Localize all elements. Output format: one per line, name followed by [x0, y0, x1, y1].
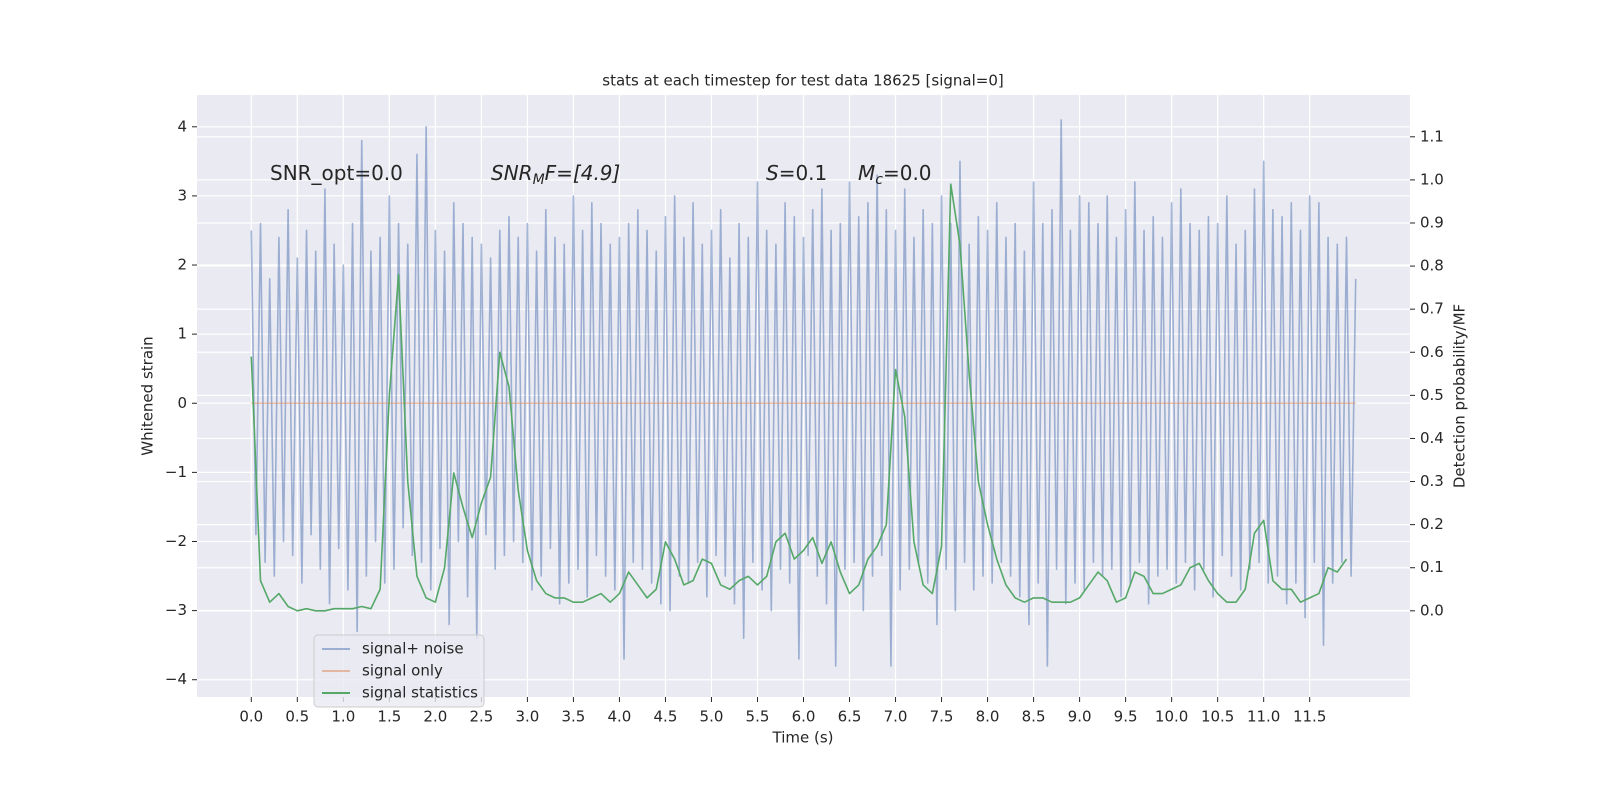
x-tick-label: 1.5: [377, 708, 401, 726]
x-tick-label: 3.0: [515, 708, 539, 726]
annotation-text: =0.0: [883, 161, 932, 185]
x-tick-label: 9.0: [1068, 708, 1092, 726]
y2-tick-label: 0.5: [1420, 386, 1444, 404]
legend-box: [313, 634, 485, 708]
y-tick-label: −2: [165, 532, 187, 550]
x-tick-label: 0.0: [239, 708, 263, 726]
annotation-subscript: c: [875, 172, 883, 188]
series-line: [250, 119, 1357, 667]
y2-tick-label: 0.8: [1420, 257, 1444, 275]
x-tick-label: 10.0: [1155, 708, 1188, 726]
annotation-subscript: M: [533, 172, 545, 188]
x-tick-label: 10.5: [1201, 708, 1234, 726]
x-tick-label: 9.5: [1114, 708, 1138, 726]
marks: [197, 119, 1410, 667]
y-tick-label: −3: [165, 601, 187, 619]
legend: signal+ noise signal only signal statistic…: [313, 634, 485, 708]
legend-label: signal statistics: [362, 684, 478, 702]
x-tick-label: 11.0: [1247, 708, 1280, 726]
chart-title: stats at each timestep for test data 186…: [602, 72, 1003, 90]
y-tick-label: 1: [177, 325, 187, 343]
y2-tick-label: 0.1: [1420, 558, 1444, 576]
y-tick-label: 3: [177, 186, 187, 204]
annotation: Mc=0.0: [858, 161, 932, 189]
x-axis-label: Time (s): [772, 729, 834, 747]
x-tick-label: 5.5: [746, 708, 770, 726]
x-tick-label: 2.0: [423, 708, 447, 726]
x-tick-label: 8.5: [1022, 708, 1046, 726]
annotation-text: S: [766, 161, 779, 185]
annotation-text: SNR_opt=0.0: [270, 161, 403, 185]
x-tick-label: 3.5: [561, 708, 585, 726]
y2-tick-label: 0.3: [1420, 472, 1444, 490]
series-line: [250, 183, 1348, 612]
y2-tick-label: 0.0: [1420, 601, 1444, 619]
y-axis-label: Whitened strain: [139, 336, 157, 455]
legend-label: signal+ noise: [362, 640, 464, 658]
y2-tick-label: 0.4: [1420, 429, 1444, 447]
annotation-text: =0.1: [779, 161, 828, 185]
x-tick-label: 1.0: [331, 708, 355, 726]
y-tick-label: −4: [165, 670, 187, 688]
x-tick-label: 7.0: [884, 708, 908, 726]
x-tick-label: 0.5: [285, 708, 309, 726]
annotation-text: M: [858, 161, 875, 185]
y2-tick-label: 1.0: [1420, 170, 1444, 188]
y-tick-label: −1: [165, 463, 187, 481]
ticks: 0.0 0.5 1.0 1.5 2.0 2.5 3.0 3.5 4.0 4.5 5.0 5.5 6.0 6…: [165, 117, 1444, 725]
annotation: SNR_opt=0.0: [270, 161, 403, 185]
x-tick-label: 11.5: [1293, 708, 1326, 726]
x-tick-label: 5.0: [700, 708, 724, 726]
x-tick-label: 7.5: [930, 708, 954, 726]
y-tick-label: 4: [177, 117, 187, 135]
x-tick-label: 4.0: [608, 708, 632, 726]
annotation: SNRMF=[4.9]: [491, 161, 620, 189]
x-tick-label: 2.5: [469, 708, 493, 726]
y2-tick-label: 1.1: [1420, 127, 1444, 145]
annotation: S=0.1: [766, 161, 827, 185]
annotation-text: SNR: [491, 161, 533, 185]
legend-label: signal only: [362, 662, 443, 680]
y2-tick-label: 0.2: [1420, 515, 1444, 533]
y2-axis-label: Detection probability/MF: [1451, 304, 1469, 488]
annotation-text: F=[4.9]: [545, 161, 621, 185]
y-tick-label: 2: [177, 256, 187, 274]
x-tick-label: 8.0: [976, 708, 1000, 726]
y-tick-label: 0: [177, 394, 187, 412]
x-tick-label: 6.0: [792, 708, 816, 726]
y2-tick-label: 0.6: [1420, 343, 1444, 361]
x-tick-label: 6.5: [838, 708, 862, 726]
x-tick-label: 4.5: [654, 708, 678, 726]
y2-tick-label: 0.7: [1420, 300, 1444, 318]
y2-tick-label: 0.9: [1420, 213, 1444, 231]
